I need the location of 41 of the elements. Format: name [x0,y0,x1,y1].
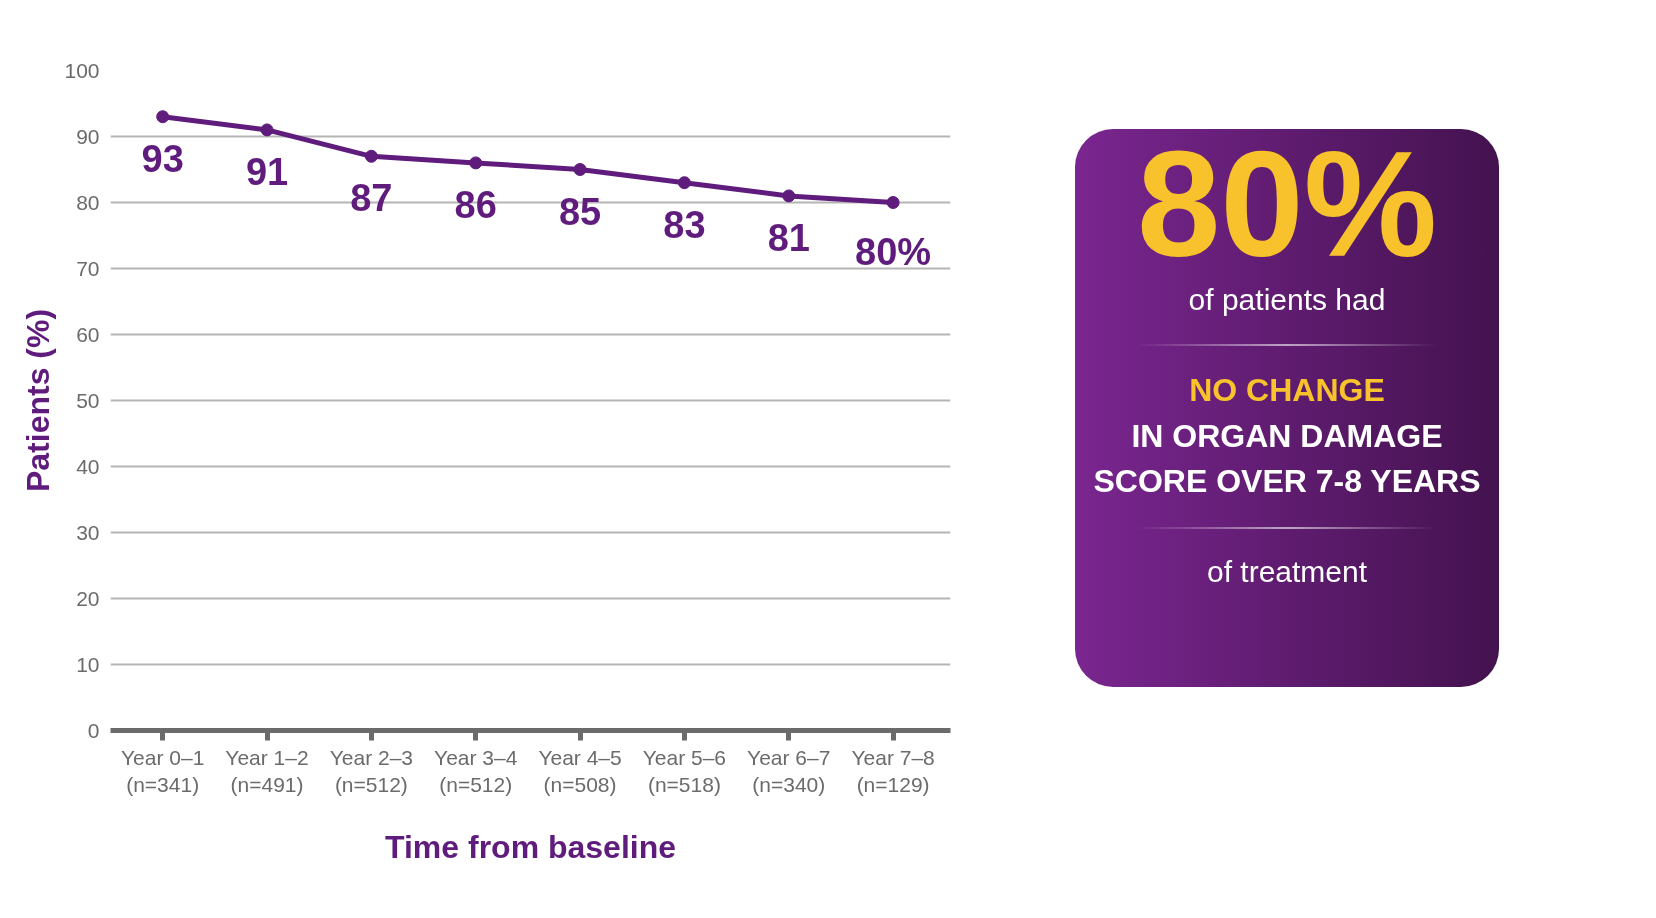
point [886,196,900,209]
data-label: 87 [350,177,393,220]
y-tick-label: 80 [76,190,100,214]
x-tick-label: Year 3–4 (n=512) [434,745,518,797]
x-tick-label: Year 5–6 (n=518) [642,745,727,797]
y-axis-title: Patients (%) [20,308,57,493]
point [469,156,483,170]
x-tick-label: Year 4–5 (n=508) [538,745,622,797]
text: SCORE OVER 7-8 YEARS [1092,462,1482,502]
x-axis-title: Time from baseline [384,829,677,866]
y-tick-label: 30 [76,520,100,544]
data-label: 80% [855,230,932,273]
point [782,189,796,203]
y-tick-label: 70 [76,256,100,280]
y-tick-label: 20 [76,586,100,610]
text: of treatment [1205,553,1369,590]
x-tick-label: Year 7–8 (n=129) [851,745,935,797]
point [364,149,378,163]
point [677,176,691,190]
y-tick-label: 90 [76,124,100,148]
y-tick-label: 10 [76,652,100,676]
text: NO CHANGE [1188,370,1386,410]
y-tick-label: 60 [76,322,100,346]
data-label: 91 [245,150,289,193]
y-tick-label: 40 [76,454,100,478]
point [260,123,274,137]
data-label: 83 [663,203,706,246]
point [156,110,170,124]
data-label: 85 [558,190,602,233]
data-label: 86 [454,183,497,226]
x-tick-label: Year 6–7 (n=340) [747,745,831,797]
y-tick-label: 100 [64,58,100,82]
data-label: 93 [141,137,184,180]
x-tick-label: Year 2–3 (n=512) [329,745,414,797]
text: IN ORGAN DAMAGE [1130,416,1444,456]
data-label: 81 [767,216,810,259]
y-tick-label: 50 [76,388,100,412]
x-tick-label: Year 1–2 (n=491) [225,745,309,797]
point [573,163,587,176]
x-tick-label: Year 0–1 (n=341) [121,745,205,797]
y-tick-label: 0 [87,718,100,742]
